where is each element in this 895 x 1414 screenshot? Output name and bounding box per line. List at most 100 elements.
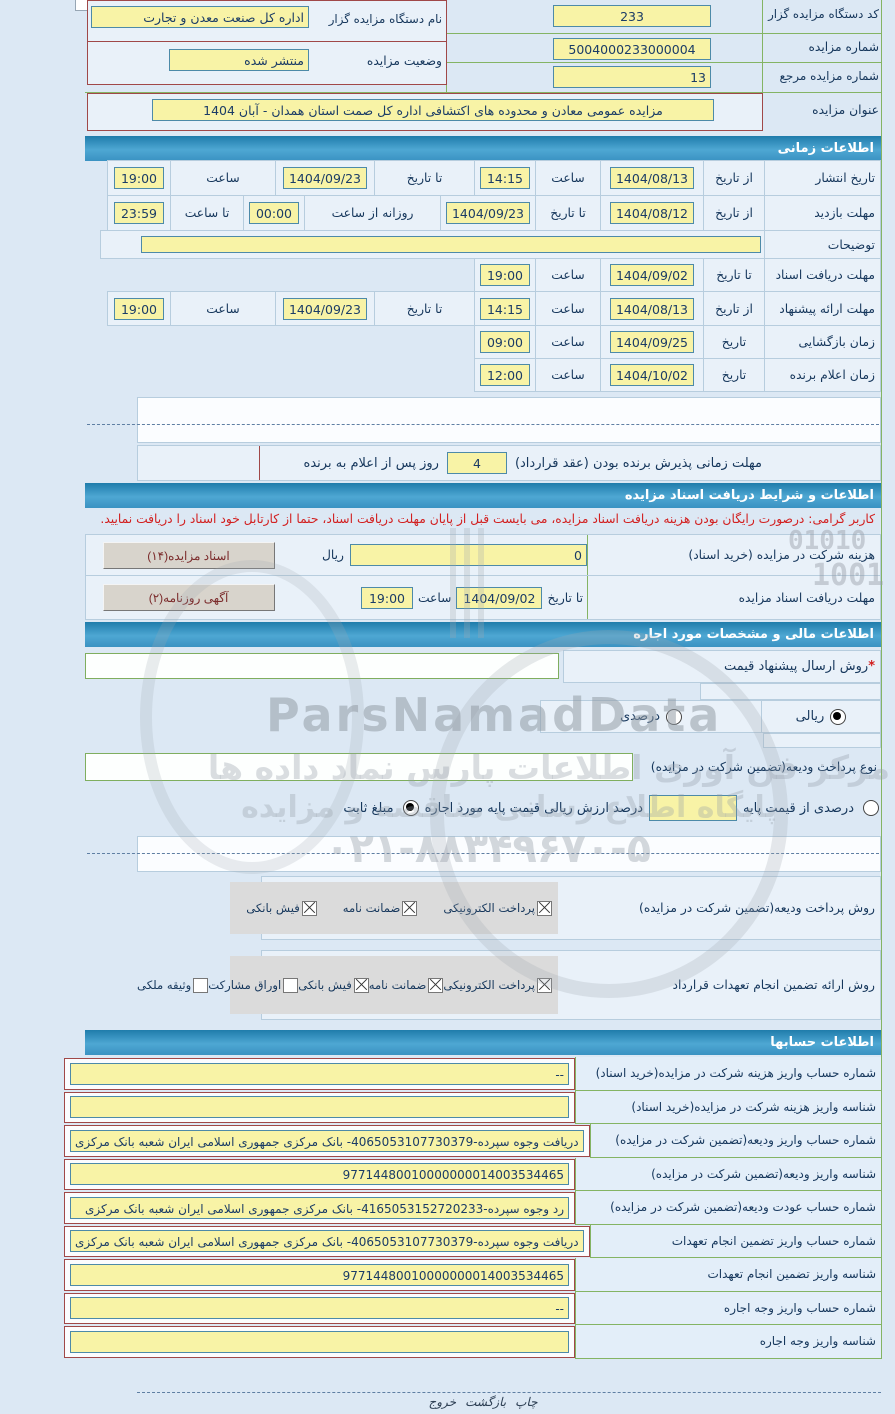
accounts-table: شماره حساب واریز هزینه شرکت در مزایده(خر… (64, 1057, 881, 1359)
required-asterisk: * (868, 659, 875, 674)
divider (762, 0, 763, 130)
device-code-field[interactable]: 233 (553, 5, 711, 27)
device-name-field[interactable]: اداره کل صنعت معدن و تجارت (91, 6, 309, 28)
doc-receive-label: مهلت دریافت اسناد (764, 258, 881, 292)
accounts-section-header: اطلاعات حسابها (85, 1030, 881, 1055)
percent-radio[interactable] (666, 708, 683, 725)
auction-documents-button[interactable]: اسناد مزایده(۱۴) (102, 541, 275, 569)
percent-value-field[interactable] (649, 795, 738, 821)
doc-receive-date-field[interactable]: 1404/09/02 (610, 264, 694, 286)
divider (85, 92, 881, 93)
contract-guarantee-row: روش ارائه تضمین انجام تعهدات قرارداد پرد… (137, 950, 881, 1020)
account-value-field[interactable] (70, 1096, 569, 1119)
ref-no-field[interactable]: 13 (553, 66, 711, 88)
option: پرداخت الکترونیکی (443, 900, 552, 916)
docs-deadline-time-field[interactable]: 19:00 (360, 586, 413, 609)
hour-label: ساعت (535, 358, 601, 392)
notes-field[interactable] (141, 236, 761, 253)
offer-from-time-field[interactable]: 14:15 (480, 297, 530, 320)
deposit-payment-options: پرداخت الکترونیکی ضمانت نامه فیش بانکی (230, 882, 558, 934)
auction-title-field[interactable]: مزایده عمومی معادن و محدوده های اکتشافی … (152, 99, 714, 121)
winner-date-field[interactable]: 1404/10/02 (610, 364, 694, 386)
price-method-field[interactable] (85, 653, 559, 679)
acceptance-days-field[interactable]: 4 (446, 452, 507, 474)
option: اوراق مشارکت (208, 977, 299, 993)
price-type-radio-row: ریالی درصدی (540, 700, 881, 733)
rial-radio[interactable] (830, 708, 847, 725)
account-value-field[interactable]: 97714480010000000014003534465 (70, 1263, 569, 1286)
opening-time-field[interactable]: 09:00 (480, 331, 530, 353)
visit-from-date-field[interactable]: 1404/08/12 (610, 202, 694, 224)
docs-deadline-value-area: تا تاریخ 1404/09/02 ساعت 19:00 (291, 586, 587, 609)
guarantee-letter-checkbox[interactable] (402, 900, 418, 916)
auction-no-field[interactable]: 5004000233000004 (553, 38, 711, 60)
option: ضمانت نامه (343, 900, 418, 916)
docs-section-header: اطلاعات و شرایط دریافت اسناد مزایده (85, 483, 881, 508)
winner-time-field[interactable]: 12:00 (480, 364, 530, 386)
separator-box (137, 397, 881, 443)
publish-to-date-field[interactable]: 1404/09/23 (283, 167, 367, 189)
fixed-amount-radio[interactable] (402, 800, 419, 816)
cell: 14:15 (474, 291, 536, 326)
account-value-field[interactable] (70, 1330, 569, 1353)
back-link[interactable]: بازگشت (465, 1395, 507, 1409)
visit-to-time-field[interactable]: 23:59 (114, 202, 164, 224)
fee-value-field[interactable]: 0 (350, 544, 587, 566)
cell: 14:15 (474, 160, 536, 196)
account-label: شناسه واریز وجه اجاره (575, 1325, 881, 1359)
cell: 1404/08/13 (600, 160, 704, 196)
offer-from-date-field[interactable]: 1404/08/13 (610, 297, 694, 320)
account-row: شناسه واریز هزینه شرکت در مزایده(خرید اس… (64, 1090, 881, 1124)
account-box (64, 1091, 575, 1123)
acceptance-deadline-label: مهلت زمانی پذیرش برنده بودن (عقد قرارداد… (514, 455, 762, 471)
print-link[interactable]: چاپ (515, 1395, 538, 1409)
account-value-field[interactable]: دریافت وجوه سپرده-4065053107730379- بانک… (70, 1129, 584, 1152)
account-row: شناسه واریز وجه اجاره (64, 1325, 881, 1359)
percent-of-base-price-radio[interactable] (863, 800, 879, 816)
device-status-box: نام دستگاه مزایده گزار اداره کل صنعت معد… (87, 0, 447, 85)
device-name-label: نام دستگاه مزایده گزار (328, 12, 442, 26)
newspaper-ad-button[interactable]: آگهی روزنامه(۲) (102, 584, 275, 611)
divider (447, 62, 881, 63)
opening-time-row: زمان بازگشایی تاریخ 1404/09/25 ساعت 09:0… (85, 325, 881, 359)
offer-to-time-field[interactable]: 19:00 (114, 297, 164, 320)
daily-from-hour-label: روزانه از ساعت (304, 195, 441, 231)
opening-date-field[interactable]: 1404/09/25 (610, 331, 694, 353)
property-collateral-checkbox[interactable] (193, 977, 209, 993)
account-label: شماره حساب واریز وجه اجاره (575, 1291, 881, 1325)
cell: 09:00 (474, 325, 536, 359)
empty-cell (84, 258, 475, 292)
account-value-field[interactable]: -- (70, 1062, 569, 1085)
publish-to-time-field[interactable]: 19:00 (114, 167, 164, 189)
cell: 19:00 (107, 291, 171, 326)
exit-link[interactable]: خروج (428, 1395, 457, 1409)
account-value-field[interactable]: رد وجوه سپرده-4165053152720233- بانک مرک… (70, 1196, 569, 1219)
account-value-field[interactable]: دریافت وجوه سپرده-4065053107730379- بانک… (70, 1230, 584, 1253)
bank-receipt-checkbox[interactable] (353, 977, 369, 993)
newspaper-button-area: آگهی روزنامه(۲) (86, 584, 291, 611)
electronic-payment-checkbox[interactable] (537, 900, 552, 916)
guarantee-letter-checkbox[interactable] (428, 977, 444, 993)
to-date-label: تا تاریخ (703, 258, 765, 292)
visit-to-date-field[interactable]: 1404/09/23 (446, 202, 530, 224)
deposit-type-field[interactable] (85, 753, 633, 781)
participation-bonds-checkbox[interactable] (283, 977, 299, 993)
account-value-field[interactable]: -- (70, 1297, 569, 1320)
bank-receipt-label: فیش بانکی (246, 901, 300, 915)
account-row: شناسه واریز تضمین انجام تعهدات 977144800… (64, 1258, 881, 1292)
doc-receive-time-field[interactable]: 19:00 (480, 264, 530, 286)
rial-label: ریالی (795, 709, 825, 724)
electronic-payment-checkbox[interactable] (537, 977, 552, 993)
hour-label: ساعت (535, 160, 601, 196)
offer-to-date-field[interactable]: 1404/09/23 (283, 297, 367, 320)
publish-from-date-field[interactable]: 1404/08/13 (610, 167, 694, 189)
publish-from-time-field[interactable]: 14:15 (480, 167, 530, 189)
auction-status-field[interactable]: منتشر شده (169, 49, 309, 71)
publish-date-label: تاریخ انتشار (764, 160, 881, 196)
bank-receipt-checkbox[interactable] (301, 900, 317, 916)
notes-row: توضیحات (85, 230, 881, 259)
auction-no-label: شماره مزایده (808, 40, 879, 54)
account-value-field[interactable]: 97714480010000000014003534465 (70, 1163, 569, 1186)
docs-deadline-date-field[interactable]: 1404/09/02 (456, 586, 543, 609)
visit-daily-from-field[interactable]: 00:00 (249, 202, 299, 224)
